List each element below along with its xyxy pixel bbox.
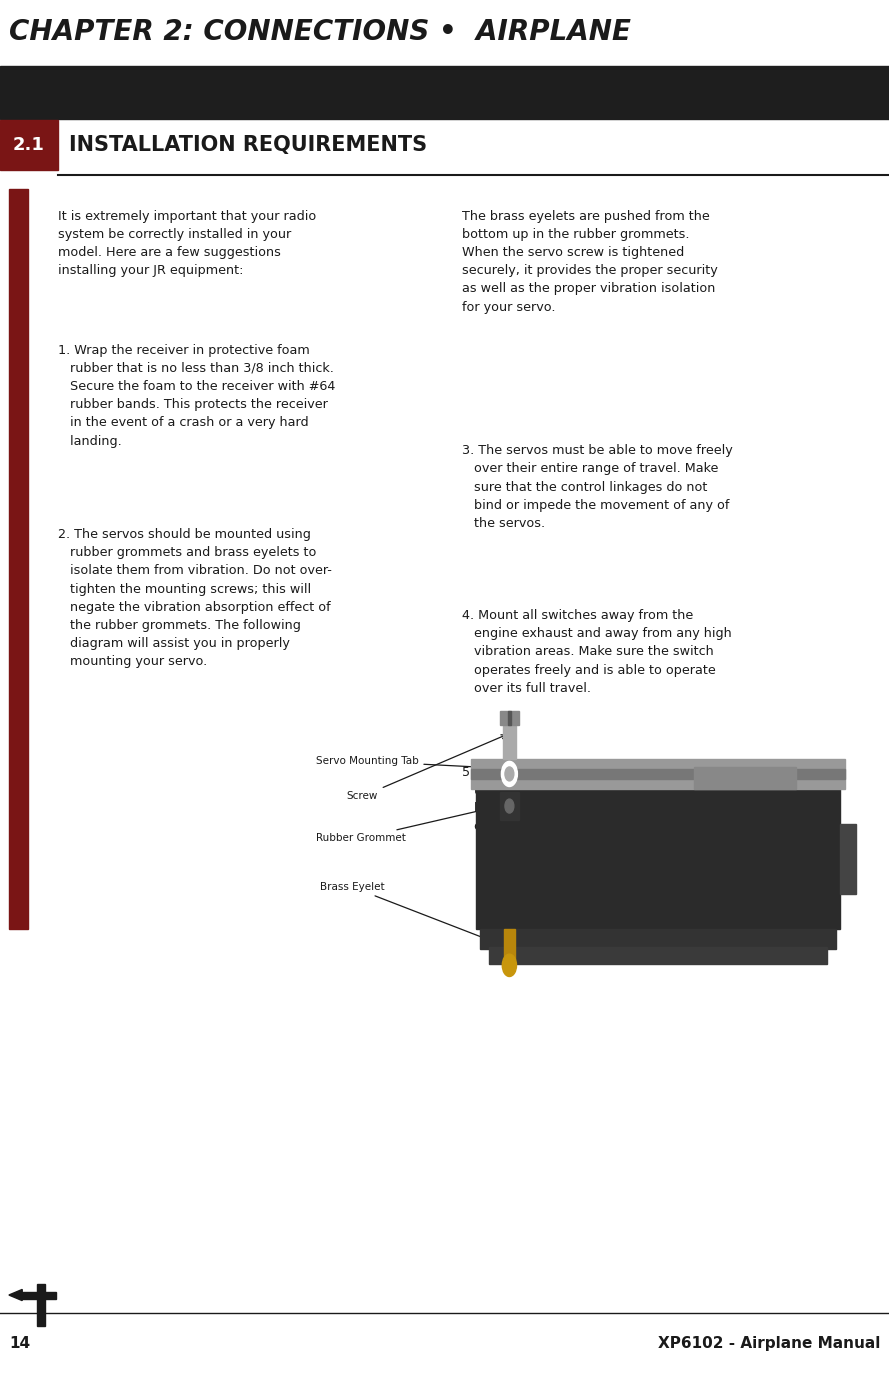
Bar	[840, 824, 856, 894]
Bar	[0, 66, 889, 119]
Text: Servo Mounting Tab: Servo Mounting Tab	[316, 756, 579, 774]
Bar	[471, 759, 845, 789]
Bar	[489, 947, 827, 964]
Text: CHAPTER 2: CONNECTIONS •  AIRPLANE: CHAPTER 2: CONNECTIONS • AIRPLANE	[9, 18, 631, 46]
Bar	[503, 719, 516, 759]
Bar	[22, 1291, 56, 1299]
Text: 2. The servos should be mounted using
   rubber grommets and brass eyelets to
  : 2. The servos should be mounted using ru…	[58, 528, 332, 669]
Circle shape	[505, 799, 514, 813]
Circle shape	[501, 761, 517, 787]
Text: 14: 14	[9, 1337, 30, 1351]
Text: It is extremely important that your radio
system be correctly installed in your
: It is extremely important that your radi…	[58, 210, 316, 277]
Text: 1. Wrap the receiver in protective foam
   rubber that is no less than 3/8 inch : 1. Wrap the receiver in protective foam …	[58, 344, 335, 447]
Bar	[694, 767, 797, 789]
Bar	[500, 711, 519, 725]
Bar	[9, 189, 28, 929]
Bar	[508, 711, 511, 725]
Bar	[476, 789, 840, 929]
Text: 2.1: 2.1	[12, 137, 44, 154]
Bar	[480, 929, 836, 949]
Circle shape	[505, 767, 514, 781]
Text: Screw: Screw	[347, 735, 506, 802]
Bar	[504, 929, 515, 963]
Text: Brass Eyelet: Brass Eyelet	[320, 882, 501, 944]
Text: 5. Mount the receiver antenna firmly to
   the airplane to ensure that it will n: 5. Mount the receiver antenna firmly to …	[462, 766, 714, 833]
Text: The brass eyelets are pushed from the
bottom up in the rubber grommets.
When the: The brass eyelets are pushed from the bo…	[462, 210, 718, 313]
Text: 3. The servos must be able to move freely
   over their entire range of travel. : 3. The servos must be able to move freel…	[462, 444, 733, 529]
Bar	[0, 120, 58, 170]
Circle shape	[502, 954, 517, 977]
Bar	[500, 792, 519, 820]
Text: XP6102 - Airplane Manual: XP6102 - Airplane Manual	[658, 1337, 880, 1351]
Bar	[37, 1284, 45, 1326]
Text: INSTALLATION REQUIREMENTS: INSTALLATION REQUIREMENTS	[69, 136, 428, 155]
Text: Rubber Grommet: Rubber Grommet	[316, 806, 495, 844]
Polygon shape	[9, 1289, 22, 1301]
Bar	[0, 4, 889, 60]
Bar	[471, 770, 845, 778]
Text: 4. Mount all switches away from the
   engine exhaust and away from any high
   : 4. Mount all switches away from the engi…	[462, 609, 732, 694]
